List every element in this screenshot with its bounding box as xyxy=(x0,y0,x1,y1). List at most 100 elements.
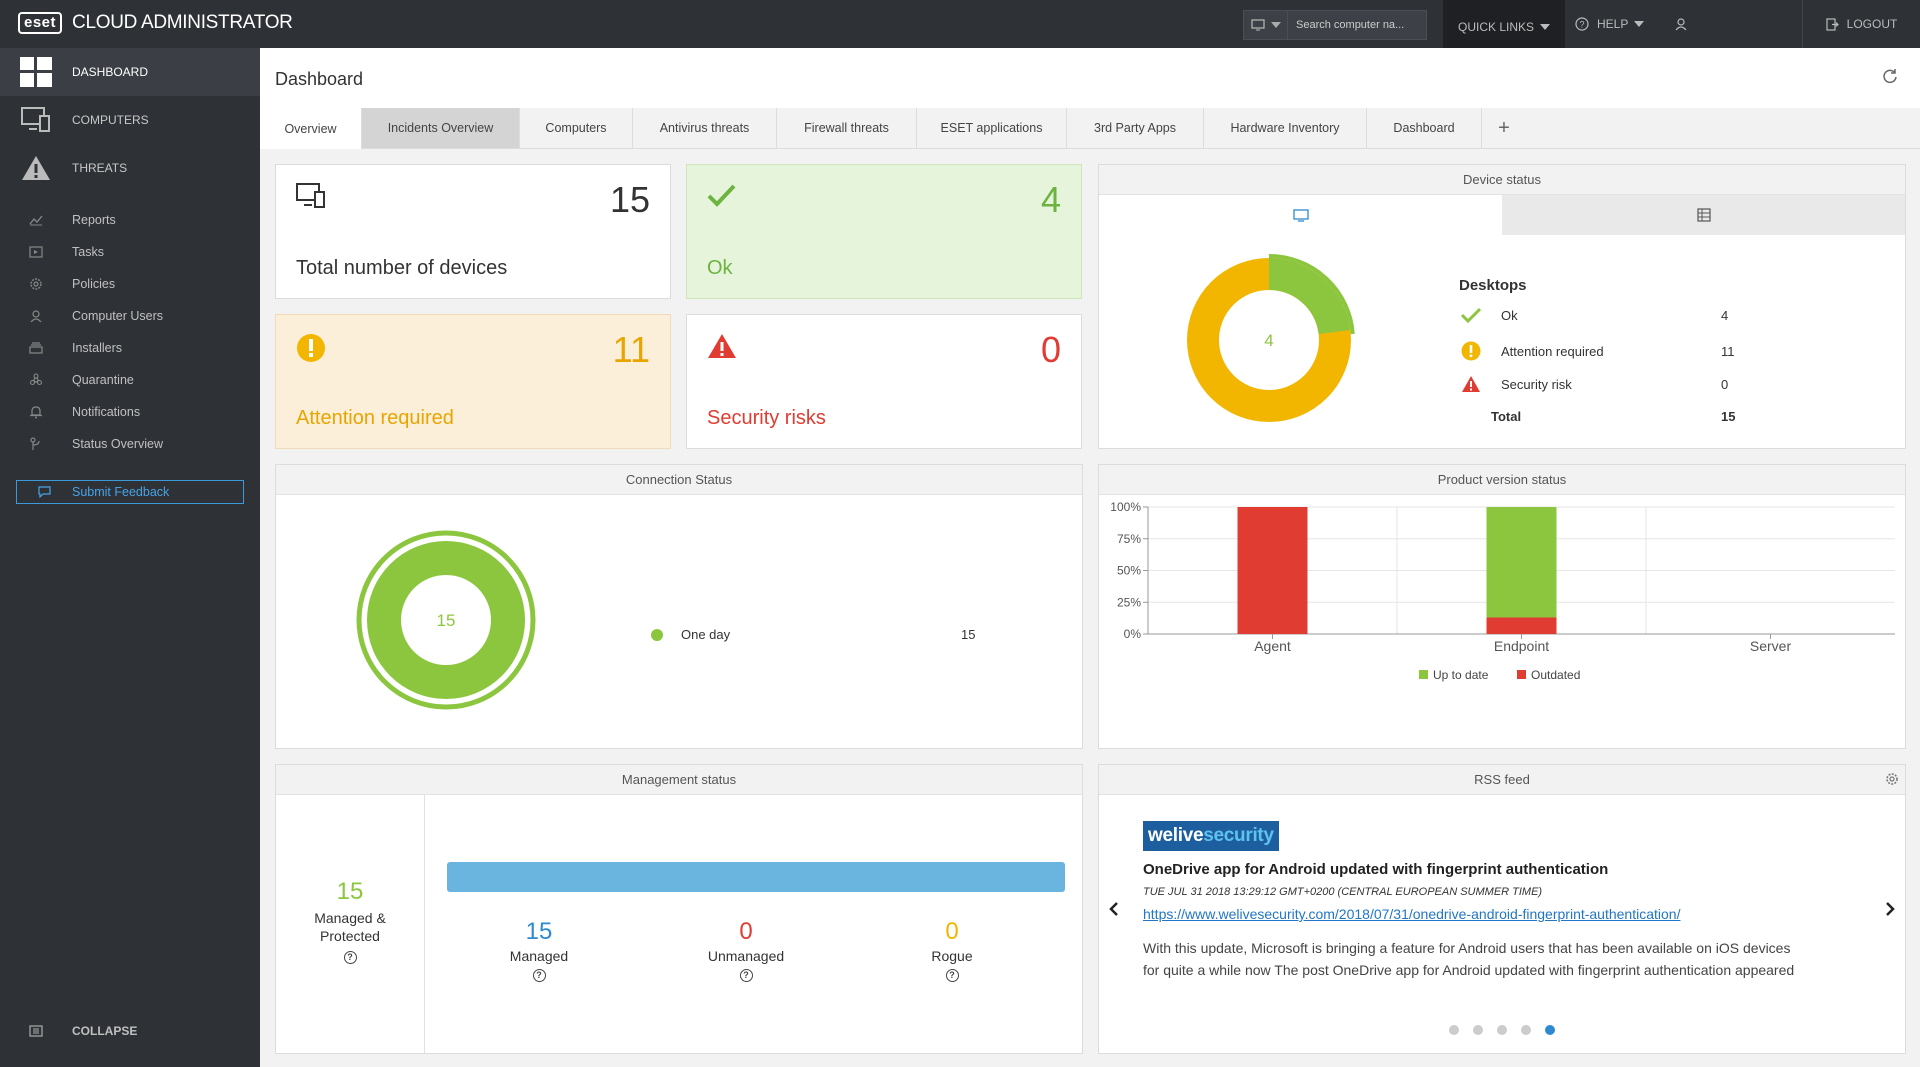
sidebar-item-computers[interactable]: COMPUTERS xyxy=(0,96,260,144)
kpi-attention-required[interactable]: 11 Attention required xyxy=(275,314,671,449)
tab-3rd-party-apps[interactable]: 3rd Party Apps xyxy=(1067,108,1204,148)
device-status-row-ok[interactable]: Ok 4 xyxy=(1461,307,1801,323)
collapse-sidebar-button[interactable]: COLLAPSE xyxy=(0,1015,260,1047)
kpi-value: 11 xyxy=(612,329,650,370)
sidebar-item-notifications[interactable]: Notifications xyxy=(0,396,260,428)
y-tick-label: 100% xyxy=(1110,500,1141,514)
bar-up-to-date xyxy=(1486,507,1557,618)
search-input[interactable] xyxy=(1288,19,1426,31)
sidebar-item-quarantine[interactable]: Quarantine xyxy=(0,364,260,396)
rss-article-link[interactable]: https://www.welivesecurity.com/2018/07/3… xyxy=(1143,906,1681,922)
monitor-icon xyxy=(1292,208,1309,222)
sidebar-item-computer-users[interactable]: Computer Users xyxy=(0,300,260,332)
row-label: Security risk xyxy=(1501,376,1572,392)
row-value: 4 xyxy=(1721,307,1729,323)
sidebar-item-dashboard[interactable]: DASHBOARD xyxy=(0,48,260,96)
device-status-row-attention[interactable]: Attention required 11 xyxy=(1461,341,1801,361)
refresh-button[interactable] xyxy=(1882,68,1898,89)
app-logo[interactable]: eset CLOUD ADMINISTRATOR xyxy=(18,12,293,34)
gear-icon[interactable] xyxy=(1885,772,1899,789)
logout-icon xyxy=(1826,17,1839,31)
dashboard-content: 15 Total number of devices 4 Ok 11 Atten… xyxy=(260,149,1920,1067)
device-status-donut[interactable]: 4 xyxy=(1179,250,1359,430)
rss-page-dot-active[interactable] xyxy=(1545,1025,1555,1035)
logout-button[interactable]: LOGOUT xyxy=(1802,0,1920,48)
help-button[interactable]: ? HELP xyxy=(1575,0,1645,48)
rss-body-line-2: for quite a while now The post OneDrive … xyxy=(1143,962,1795,978)
sidebar-item-threats[interactable]: THREATS xyxy=(0,144,260,192)
bar-outdated xyxy=(1486,617,1557,634)
kpi-ok[interactable]: 4 Ok xyxy=(686,164,1082,299)
sidebar-item-label: Quarantine xyxy=(72,373,134,387)
management-status-widget: Management status 15 Managed & Protected… xyxy=(275,764,1083,1054)
unmanaged-stat[interactable]: 0 Unmanaged ? xyxy=(686,918,806,982)
tab-incidents-overview[interactable]: Incidents Overview xyxy=(362,108,520,148)
connection-legend-one-day[interactable]: One day 15 xyxy=(651,627,991,642)
tab-table-view[interactable] xyxy=(1502,195,1905,235)
threats-icon xyxy=(0,155,72,181)
managed-label: Managed xyxy=(509,948,569,964)
help-icon[interactable]: ? xyxy=(532,968,546,982)
donut-segment-ok xyxy=(1268,258,1351,335)
managed-progress-bar[interactable] xyxy=(447,862,1065,892)
donut-center-value: 15 xyxy=(437,611,456,630)
tab-firewall-threats[interactable]: Firewall threats xyxy=(777,108,917,148)
tab-hardware-inventory[interactable]: Hardware Inventory xyxy=(1204,108,1367,148)
rss-page-dot[interactable] xyxy=(1497,1025,1507,1035)
rss-headline[interactable]: OneDrive app for Android updated with fi… xyxy=(1143,861,1609,878)
managed-protected-panel[interactable]: 15 Managed & Protected ? xyxy=(276,795,425,1053)
tab-overview[interactable]: Overview xyxy=(260,108,362,149)
rogue-value: 0 xyxy=(945,918,959,945)
sidebar-item-installers[interactable]: Installers xyxy=(0,332,260,364)
managed-protected-value: 15 xyxy=(336,878,364,905)
connection-status-donut[interactable]: 15 xyxy=(356,530,536,710)
managed-protected-label-2: Protected xyxy=(320,928,380,944)
rss-page-dot[interactable] xyxy=(1449,1025,1459,1035)
sidebar-item-label: Policies xyxy=(72,277,116,291)
kpi-value: 0 xyxy=(1040,329,1061,370)
quick-links-label: QUICK LINKS xyxy=(1457,20,1535,34)
tab-dashboard[interactable]: Dashboard xyxy=(1367,108,1482,148)
sidebar-item-label: Tasks xyxy=(72,245,104,259)
legend-value: 15 xyxy=(961,627,976,642)
add-tab-button[interactable]: + xyxy=(1498,116,1510,139)
device-status-row-risk[interactable]: Security risk 0 xyxy=(1461,375,1801,393)
tasks-icon xyxy=(0,246,72,258)
x-tick-label: Agent xyxy=(1254,638,1291,654)
sidebar-item-tasks[interactable]: Tasks xyxy=(0,236,260,268)
rss-next-button[interactable] xyxy=(1875,795,1905,1023)
user-button[interactable] xyxy=(1675,0,1687,48)
rss-prev-button[interactable] xyxy=(1099,795,1129,1023)
row-label: Ok xyxy=(1501,307,1518,323)
tab-eset-applications[interactable]: ESET applications xyxy=(917,108,1067,148)
kpi-label: Attention required xyxy=(296,407,454,429)
help-icon[interactable]: ? xyxy=(343,950,357,964)
rogue-stat[interactable]: 0 Rogue ? xyxy=(892,918,1012,982)
tab-computers[interactable]: Computers xyxy=(520,108,633,148)
sidebar-item-reports[interactable]: Reports xyxy=(0,204,260,236)
sidebar-item-policies[interactable]: Policies xyxy=(0,268,260,300)
help-icon[interactable]: ? xyxy=(739,968,753,982)
search-scope-dropdown[interactable] xyxy=(1244,11,1288,39)
rss-page-dot[interactable] xyxy=(1521,1025,1531,1035)
kpi-total-devices[interactable]: 15 Total number of devices xyxy=(275,164,671,299)
sidebar-item-status-overview[interactable]: Status Overview xyxy=(0,428,260,460)
sidebar-item-label: COMPUTERS xyxy=(72,113,149,127)
donut-segment-one-day xyxy=(367,541,525,699)
rss-page-dot[interactable] xyxy=(1473,1025,1483,1035)
feedback-icon xyxy=(17,486,72,498)
kpi-security-risks[interactable]: 0 Security risks xyxy=(686,314,1082,449)
top-bar: eset CLOUD ADMINISTRATOR QUICK LINKS ? H… xyxy=(0,0,1920,54)
row-value: 0 xyxy=(1721,376,1729,392)
sidebar-item-label: Installers xyxy=(72,341,123,355)
tab-antivirus-threats[interactable]: Antivirus threats xyxy=(633,108,777,148)
widget-title: Connection Status xyxy=(276,465,1082,495)
unmanaged-label: Unmanaged xyxy=(707,948,785,964)
help-icon[interactable]: ? xyxy=(945,968,959,982)
quick-links-button[interactable]: QUICK LINKS xyxy=(1443,0,1565,54)
tab-desktops[interactable] xyxy=(1099,195,1502,235)
submit-feedback-button[interactable]: Submit Feedback xyxy=(16,480,244,504)
product-version-chart[interactable]: 100% 75% 50% 25% 0% Agent Endpoint Server Up to … xyxy=(1099,495,1905,748)
managed-stat[interactable]: 15 Managed ? xyxy=(479,918,599,982)
rss-pagination xyxy=(1099,1023,1905,1038)
